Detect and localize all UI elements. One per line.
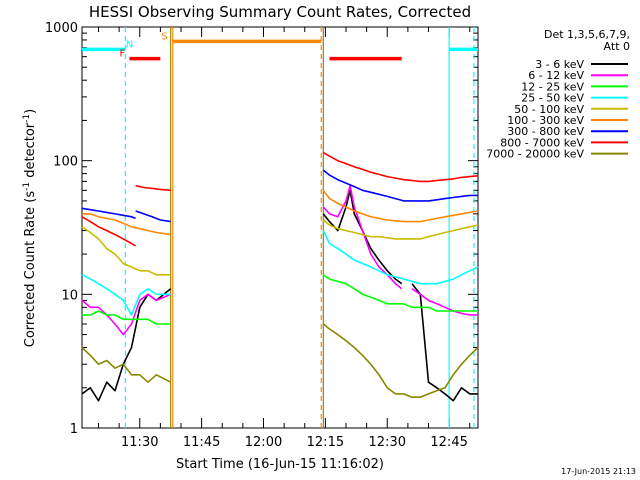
series-line-0 bbox=[323, 190, 401, 283]
y-axis-label: Corrected Count Rate (s-1 detector-1) bbox=[22, 109, 38, 347]
y-axis-label-main: Corrected Count Rate (s bbox=[23, 191, 38, 348]
y-axis-label-end: ) bbox=[23, 109, 38, 114]
series-line-8 bbox=[82, 348, 171, 383]
y-axis-label-exp2: -1 bbox=[22, 114, 32, 123]
chart-title: HESSI Observing Summary Count Rates, Cor… bbox=[89, 3, 471, 21]
y-tick-label: 100 bbox=[53, 155, 78, 170]
y-axis-label-mid: detector bbox=[23, 122, 38, 182]
x-tick-label: 12:30 bbox=[369, 435, 406, 450]
series-line-1 bbox=[82, 294, 171, 334]
flag-label: S bbox=[161, 31, 167, 42]
x-tick-label: 12:15 bbox=[307, 435, 344, 450]
series-line-2 bbox=[82, 311, 171, 324]
legend-label: 7000 - 20000 keV bbox=[486, 148, 584, 161]
y-tick-label: 10 bbox=[61, 288, 78, 303]
series-line-0 bbox=[412, 284, 478, 401]
plot-area: 1 10 100 1000 11:30 11:45 12:00 12:15 12:30 12:45… bbox=[45, 21, 478, 450]
series-line-3 bbox=[82, 275, 171, 315]
series-line-2 bbox=[323, 275, 478, 311]
series-line-7 bbox=[136, 186, 171, 191]
plot-frame bbox=[82, 27, 478, 428]
series-line-6 bbox=[136, 211, 171, 222]
flag-label: F bbox=[120, 49, 126, 60]
y-axis-label-exp1: -1 bbox=[22, 182, 32, 191]
x-tick-label: 12:00 bbox=[245, 435, 282, 450]
y-tick-label: 1 bbox=[70, 422, 78, 437]
legend-header-line-2: Att 0 bbox=[604, 40, 630, 53]
flag-label: N bbox=[126, 39, 133, 50]
x-tick-label: 12:45 bbox=[430, 435, 467, 450]
x-tick-label: 11:45 bbox=[183, 435, 220, 450]
series-line-4 bbox=[82, 227, 171, 275]
x-axis-label: Start Time (16-Jun-15 11:16:02) bbox=[176, 457, 384, 472]
series-line-7 bbox=[323, 153, 478, 182]
x-tick-label: 11:30 bbox=[121, 435, 158, 450]
series-line-4 bbox=[323, 220, 478, 239]
series-line-8 bbox=[323, 324, 478, 397]
y-tick-label: 1000 bbox=[45, 21, 78, 36]
footer-timestamp: 17-Jun-2015 21:13 bbox=[561, 467, 636, 476]
